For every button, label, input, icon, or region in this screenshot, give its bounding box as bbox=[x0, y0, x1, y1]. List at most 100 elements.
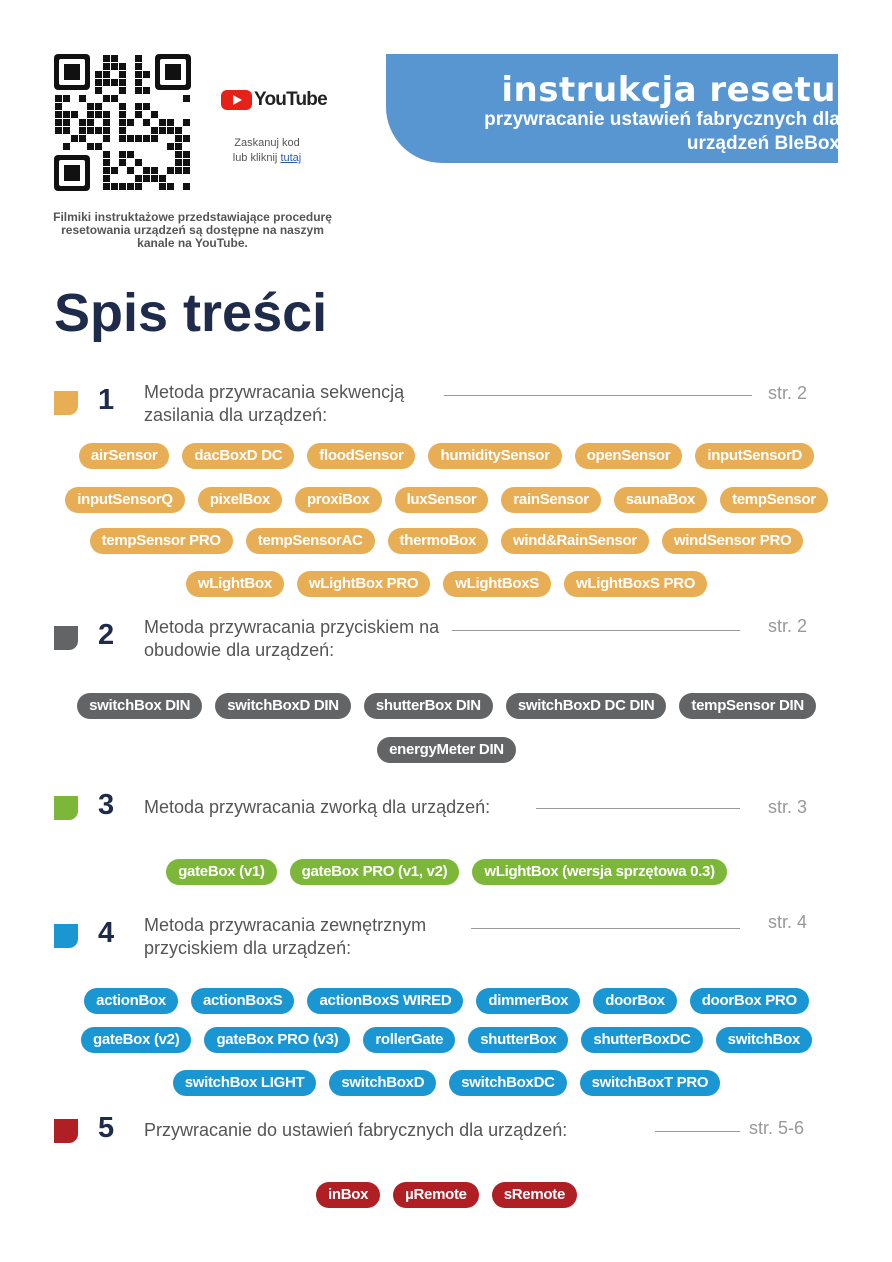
section-number: 1 bbox=[98, 384, 115, 416]
banner bbox=[386, 54, 838, 163]
device-chip[interactable]: doorBox bbox=[593, 988, 677, 1014]
device-chip[interactable]: switchBox LIGHT bbox=[172, 1070, 317, 1096]
device-chip[interactable]: switchBoxD DC DIN bbox=[505, 693, 667, 719]
device-chip[interactable]: tempSensorAC bbox=[245, 528, 375, 554]
device-chip[interactable]: actionBox bbox=[84, 988, 178, 1014]
section-marker bbox=[54, 796, 78, 820]
device-row: inBox µRemote sRemote bbox=[54, 1182, 839, 1208]
device-chip[interactable]: airSensor bbox=[78, 443, 170, 469]
device-row: actionBox actionBoxS actionBoxS WIRED dimme… bbox=[54, 988, 839, 1014]
device-chip[interactable]: switchBoxDC bbox=[449, 1070, 567, 1096]
device-chip[interactable]: sRemote bbox=[491, 1182, 577, 1208]
device-row: switchBox DIN switchBoxD DIN shutterBox DI… bbox=[54, 693, 839, 719]
device-row: airSensor dacBoxD DC floodSensor humiditySe… bbox=[54, 443, 839, 469]
section-marker bbox=[54, 1119, 78, 1143]
device-chip[interactable]: shutterBoxDC bbox=[581, 1027, 703, 1053]
device-chip[interactable]: proxiBox bbox=[294, 487, 382, 513]
device-row: wLightBox wLightBox PRO wLightBoxS wLightBo… bbox=[54, 571, 839, 597]
section-title: Metoda przywracania przyciskiem na obudo… bbox=[144, 617, 440, 660]
device-chip[interactable]: rainSensor bbox=[501, 487, 601, 513]
device-chip[interactable]: switchBoxT PRO bbox=[579, 1070, 721, 1096]
device-chip[interactable]: inBox bbox=[316, 1182, 381, 1208]
device-chip[interactable]: gateBox PRO (v3) bbox=[204, 1027, 351, 1053]
section-marker bbox=[54, 626, 78, 650]
device-chip[interactable]: dimmerBox bbox=[476, 988, 581, 1014]
section-title: Metoda przywracania sekwencją zasilania … bbox=[144, 382, 405, 425]
device-chip[interactable]: humiditySensor bbox=[428, 443, 562, 469]
device-row: inputSensorQ pixelBox proxiBox luxSensor rai… bbox=[54, 487, 839, 513]
device-row: gateBox (v1) gateBox PRO (v1, v2) wLightBo… bbox=[54, 859, 839, 885]
page-ref: str. 3 bbox=[768, 797, 808, 817]
scan-link[interactable]: tutaj bbox=[280, 152, 302, 164]
page-ref: str. 2 bbox=[768, 383, 808, 403]
section-title: Przywracanie do ustawień fabrycznych dla… bbox=[144, 1120, 568, 1140]
device-chip[interactable]: wLightBoxS bbox=[443, 571, 551, 597]
device-chip[interactable]: tempSensor bbox=[720, 487, 828, 513]
section-marker bbox=[54, 924, 78, 948]
section-number: 4 bbox=[98, 917, 115, 949]
device-chip[interactable]: switchBoxD bbox=[329, 1070, 437, 1096]
device-row: gateBox (v2) gateBox PRO (v3) rollerGate sh… bbox=[54, 1027, 839, 1053]
section-number: 3 bbox=[98, 789, 115, 821]
device-chip[interactable]: openSensor bbox=[574, 443, 683, 469]
device-row: tempSensor PRO tempSensorAC thermoBox wind&… bbox=[54, 528, 839, 554]
device-chip[interactable]: gateBox (v1) bbox=[166, 859, 277, 885]
device-chip[interactable]: rollerGate bbox=[363, 1027, 456, 1053]
device-chip[interactable]: thermoBox bbox=[387, 528, 489, 554]
device-chip[interactable]: gateBox (v2) bbox=[81, 1027, 192, 1053]
device-chip[interactable]: tempSensor DIN bbox=[679, 693, 816, 719]
device-chip[interactable]: energyMeter DIN bbox=[377, 737, 516, 763]
section-number: 2 bbox=[98, 619, 115, 651]
toc-title: Spis treści bbox=[54, 283, 328, 343]
leader-line bbox=[471, 928, 740, 929]
device-chip[interactable]: actionBoxS bbox=[190, 988, 295, 1014]
section-title: Metoda przywracania zworką dla urządzeń: bbox=[144, 797, 491, 817]
device-chip[interactable]: floodSensor bbox=[307, 443, 416, 469]
device-row: switchBox LIGHT switchBoxD switchBoxDC swit… bbox=[54, 1070, 839, 1096]
leader-line bbox=[536, 808, 740, 809]
device-chip[interactable]: tempSensor PRO bbox=[89, 528, 233, 554]
scan-line: Zaskanuj kod bbox=[234, 137, 300, 149]
section-title: Metoda przywracania zewnętrznym przycisk… bbox=[144, 915, 427, 958]
device-chip[interactable]: wind&RainSensor bbox=[501, 528, 649, 554]
scan-caption: Zaskanuj kod lub kliknij tutaj bbox=[212, 136, 322, 166]
device-chip[interactable]: luxSensor bbox=[394, 487, 489, 513]
youtube-logo-text[interactable]: YouTube bbox=[254, 89, 328, 110]
device-chip[interactable]: µRemote bbox=[393, 1182, 479, 1208]
leader-line bbox=[655, 1131, 740, 1132]
page-ref: str. 4 bbox=[768, 912, 808, 932]
scan-line: lub kliknij bbox=[232, 152, 278, 164]
page-ref: str. 2 bbox=[768, 616, 808, 636]
device-chip[interactable]: shutterBox bbox=[468, 1027, 569, 1053]
device-chip[interactable]: windSensor PRO bbox=[661, 528, 804, 554]
device-chip[interactable]: pixelBox bbox=[197, 487, 282, 513]
leader-line bbox=[452, 630, 740, 631]
device-chip[interactable]: wLightBox PRO bbox=[296, 571, 431, 597]
device-chip[interactable]: gateBox PRO (v1, v2) bbox=[289, 859, 460, 885]
device-chip[interactable]: wLightBox (wersja sprzętowa 0.3) bbox=[472, 859, 727, 885]
page-ref: str. 5-6 bbox=[749, 1118, 805, 1138]
note: Filmiki instruktażowe przedstawiające pr… bbox=[53, 210, 332, 250]
youtube-icon[interactable] bbox=[221, 90, 253, 110]
leader-line bbox=[444, 395, 752, 396]
qr-code[interactable] bbox=[54, 54, 191, 191]
banner-title: instrukcja resetu bbox=[501, 70, 836, 110]
device-chip[interactable]: shutterBox DIN bbox=[363, 693, 493, 719]
banner-subtitle: przywracanie ustawień fabrycznych dla ur… bbox=[484, 109, 840, 154]
device-chip[interactable]: inputSensorQ bbox=[65, 487, 185, 513]
device-chip[interactable]: wLightBox bbox=[185, 571, 284, 597]
device-chip[interactable]: dacBoxD DC bbox=[182, 443, 295, 469]
section-number: 5 bbox=[98, 1112, 115, 1144]
device-chip[interactable]: actionBoxS WIRED bbox=[307, 988, 464, 1014]
device-chip[interactable]: switchBox bbox=[715, 1027, 812, 1053]
device-chip[interactable]: switchBox DIN bbox=[77, 693, 203, 719]
device-chip[interactable]: saunaBox bbox=[613, 487, 708, 513]
device-chip[interactable]: wLightBoxS PRO bbox=[563, 571, 708, 597]
scan-line: lub kliknij tutaj bbox=[212, 151, 322, 166]
section-marker bbox=[54, 391, 78, 415]
device-row: energyMeter DIN bbox=[54, 737, 839, 763]
device-chip[interactable]: doorBox PRO bbox=[689, 988, 809, 1014]
device-chip[interactable]: switchBoxD DIN bbox=[215, 693, 351, 719]
device-chip[interactable]: inputSensorD bbox=[695, 443, 815, 469]
